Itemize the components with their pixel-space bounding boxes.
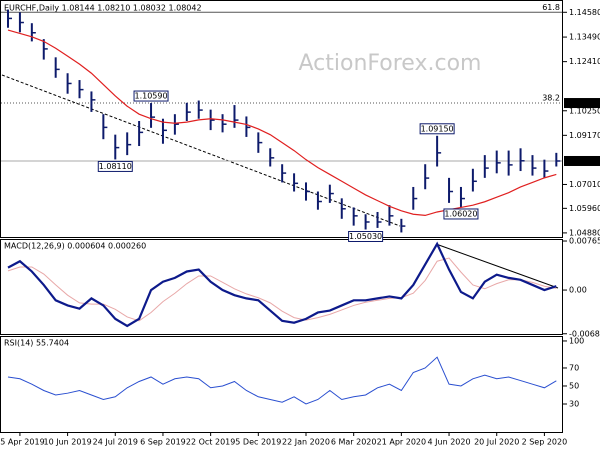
signal-line (7, 257, 557, 322)
annotation-label: 1.09150 (421, 124, 454, 133)
price-box-label: 1.08042 (566, 156, 599, 165)
macd-trend-line (435, 243, 559, 289)
y-tick-label: 1.04880 (569, 228, 600, 237)
y-tick-label: 1.13490 (569, 33, 600, 42)
annotation-label: 1.06020 (444, 209, 477, 218)
watermark: ActionForex.com (299, 51, 482, 76)
x-tick-label: 21 Apr 2020 (377, 438, 426, 447)
x-tick-label: 4 Jun 2020 (428, 438, 471, 447)
price-panel (0, 0, 563, 238)
fib-ratio: 61.8 (542, 3, 560, 12)
annotation-label: 1.05030 (349, 232, 382, 241)
rsi-title: RSI(14) 55.7404 (4, 339, 69, 348)
price-box-label: 1.10590 (566, 99, 599, 108)
y-tick-label: 30 (569, 399, 579, 408)
chart-title: EURCHF,Daily 1.08144 1.08210 1.08032 1.0… (4, 4, 202, 13)
y-tick-label: 100 (569, 336, 584, 345)
x-tick-label: 6 Sep 2019 (140, 438, 186, 447)
price-box (564, 155, 600, 166)
rsi-panel (0, 336, 563, 433)
x-tick-label: 22 Oct 2019 (186, 438, 235, 447)
x-tick-label: 20 Jul 2020 (474, 438, 519, 447)
annotation-box (348, 230, 384, 242)
y-tick-label: 1.07010 (569, 180, 600, 189)
y-tick-label: 1.09170 (569, 131, 600, 140)
y-tick-label: 70 (569, 363, 579, 372)
x-tick-label: 6 Mar 2020 (331, 438, 377, 447)
y-tick-label: 1.14580 (569, 8, 600, 17)
fib-ratio: 38.2 (542, 94, 560, 103)
annotation-box (443, 208, 479, 220)
y-tick-label: 1.05960 (569, 204, 600, 213)
y-tick-label: 1.10250 (569, 106, 600, 115)
y-tick-label: 0.007655 (569, 237, 600, 246)
moving-average (7, 29, 557, 217)
annotation-box (419, 123, 455, 135)
y-tick-label: 1.12410 (569, 57, 600, 66)
price-box (564, 98, 600, 109)
x-tick-label: 10 Jun 2019 (44, 438, 92, 447)
macd-line (7, 241, 557, 328)
annotation-label: 1.08110 (99, 162, 132, 171)
annotation-box (97, 160, 133, 172)
y-tick-label: 0.00 (569, 286, 587, 295)
rsi-line (7, 356, 557, 405)
y-tick-label: 50 (569, 381, 579, 390)
x-tick-label: 2 Sep 2020 (522, 438, 568, 447)
annotation-label: 1.10590 (134, 92, 167, 101)
y-tick-label: -0.006822 (569, 329, 600, 338)
macd-panel (0, 239, 563, 335)
x-tick-label: 25 Apr 2019 (0, 438, 45, 447)
macd-title: MACD(12,26,9) 0.000604 0.000260 (4, 242, 146, 251)
x-tick-label: 22 Jan 2020 (282, 438, 330, 447)
annotation-box (133, 90, 169, 102)
x-tick-label: 24 Jul 2019 (93, 438, 138, 447)
x-tick-label: 5 Dec 2019 (235, 438, 281, 447)
trend-line (1, 74, 401, 227)
